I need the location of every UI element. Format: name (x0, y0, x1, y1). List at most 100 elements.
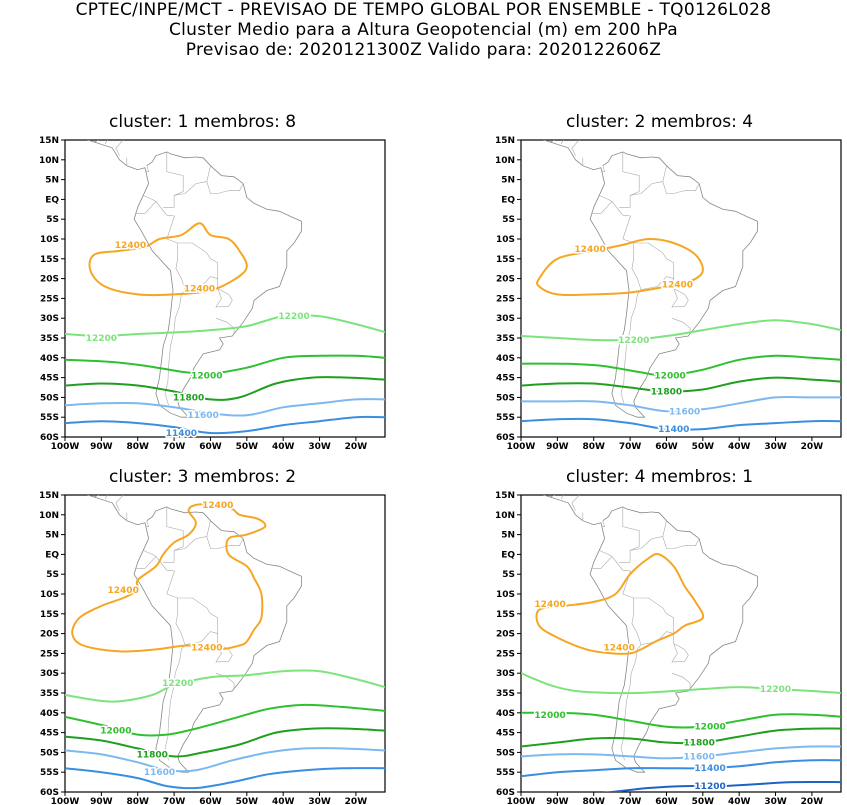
p4-contour-11200 (602, 780, 841, 792)
p2-border (671, 317, 691, 334)
p2-lat-tick-label: 60S (496, 433, 515, 443)
p1-border (166, 151, 184, 196)
p1-coastline (86, 140, 302, 418)
panel-2-map: 15N 10N 5N EQ 5S 10S 15S 20S 25S 30S 35S 40S 45S 50S 5… (495, 136, 842, 450)
p1-border (175, 242, 218, 291)
p4-border (671, 633, 689, 663)
p1-lat-tick-label: 25S (40, 294, 59, 304)
p4-border (671, 672, 691, 689)
p4-lat-tick-label: 10S (496, 590, 515, 600)
p1-lon-tick-label: 70W (163, 442, 186, 450)
p4-lon-tick-label: 30W (764, 797, 787, 805)
p3-border (104, 495, 108, 500)
p2-border (619, 165, 667, 208)
p3-lat-tick-label: 40S (40, 709, 59, 719)
figure-header: CPTEC/INPE/MCT - PREVISAO DE TEMPO GLOBA… (0, 0, 847, 60)
p3-lon-tick-label: 70W (163, 797, 186, 805)
p3-border (164, 644, 186, 761)
p1-border (145, 165, 150, 173)
p3-contour-label-11800: 11800 (137, 750, 168, 760)
p1-lat-tick-label: 30S (40, 314, 59, 324)
p3-contour-label-12000: 12000 (100, 727, 131, 737)
p4-border (631, 597, 674, 646)
p1-lon-tick-label: 40W (272, 442, 295, 450)
p4-lat-tick-label: 35S (496, 689, 515, 699)
p2-border (622, 151, 640, 196)
p3-contour-11600 (65, 747, 385, 773)
p1-border (104, 140, 108, 145)
p1-lat-tick-label: 5S (46, 215, 59, 225)
p4-lon-tick-label: 70W (619, 797, 642, 805)
p4-lat-tick-label: 10N (495, 511, 515, 521)
p3-contour-12200 (65, 669, 385, 703)
p1-lat-tick-label: 50S (40, 393, 59, 403)
p4-contour-label-11800: 11800 (684, 739, 715, 749)
p1-border (215, 317, 235, 334)
p2-contour-11800 (521, 376, 841, 393)
p4-contour-12200 (521, 672, 841, 695)
p2-border (671, 278, 689, 308)
p3-border (215, 633, 233, 663)
p1-contour-11600 (65, 398, 385, 417)
p2-frame (520, 139, 842, 438)
p2-contour-label-12000: 12000 (654, 372, 685, 382)
p2-contour-label-11800: 11800 (651, 387, 682, 397)
header-line-3: Previsao de: 2020121300Z Valido para: 20… (185, 40, 662, 60)
p1-border (155, 201, 178, 244)
p4-contour-label-11400: 11400 (694, 764, 725, 774)
p4-lat-tick-label: 60S (496, 788, 515, 798)
p3-lat-tick-label: 15S (40, 610, 59, 620)
p4-border (622, 506, 640, 551)
p3-border (206, 536, 244, 549)
header-line-1: CPTEC/INPE/MCT - PREVISAO DE TEMPO GLOBA… (75, 0, 772, 20)
p4-contour-11800 (521, 727, 841, 748)
p3-border (155, 556, 178, 599)
p4-lon-tick-label: 20W (801, 797, 824, 805)
p4-lat-tick-label: 40S (496, 709, 515, 719)
p3-lon-tick-label: 80W (127, 797, 150, 805)
p1-contour-label-12200: 12200 (278, 312, 309, 322)
p2-lat-tick-label: 10N (495, 156, 515, 166)
p1-lat-tick-label: 15N (39, 136, 59, 146)
p2-contour-12000 (521, 354, 841, 377)
p3-border (145, 520, 150, 528)
p3-contour-11800 (65, 727, 385, 758)
p3-contour-label-12400: 12400 (191, 643, 222, 653)
p1-contour-12400 (88, 222, 248, 297)
panel-4-title: cluster: 4 membros: 1 (566, 467, 754, 487)
p4-contour-label-12400: 12400 (534, 600, 565, 610)
p1-contour-label-11400: 11400 (166, 429, 197, 439)
p3-contour-12400 (71, 503, 267, 653)
p4-border (611, 556, 634, 599)
p2-contour-label-11600: 11600 (669, 407, 700, 417)
p1-contour-11800 (65, 376, 385, 401)
p4-border (620, 644, 642, 761)
p4-lat-tick-label: 55S (496, 768, 515, 778)
p1-border (206, 181, 244, 194)
p2-contour-label-12400: 12400 (662, 281, 693, 291)
p2-lon-tick-label: 40W (728, 442, 751, 450)
p3-lat-tick-label: 55S (40, 768, 59, 778)
p3-lat-tick-label: 50S (40, 748, 59, 758)
p2-lat-tick-label: 5S (502, 215, 515, 225)
p4-lat-tick-label: 20S (496, 630, 515, 640)
p3-frame (64, 494, 386, 793)
p1-lat-tick-label: EQ (45, 195, 59, 205)
p4-lon-tick-label: 50W (692, 797, 715, 805)
p3-lat-tick-label: 25S (40, 649, 59, 659)
p2-border (601, 165, 606, 173)
p2-lat-tick-label: EQ (501, 195, 515, 205)
p4-lat-tick-label: 25S (496, 649, 515, 659)
p2-border (611, 201, 634, 244)
panel-2-title: cluster: 2 membros: 4 (566, 112, 754, 132)
p1-lat-tick-label: 35S (40, 334, 59, 344)
p4-contour-label-12000: 12000 (534, 711, 565, 721)
p4-contour-label-11200: 11200 (694, 782, 725, 792)
p4-lat-tick-label: 30S (496, 669, 515, 679)
p4-lat-tick-label: 5S (502, 570, 515, 580)
p4-lat-tick-label: 45S (496, 729, 515, 739)
p2-coastline (542, 140, 758, 418)
p1-lat-tick-label: 15S (40, 255, 59, 265)
p4-border (619, 520, 667, 563)
p2-lat-tick-label: 55S (496, 413, 515, 423)
